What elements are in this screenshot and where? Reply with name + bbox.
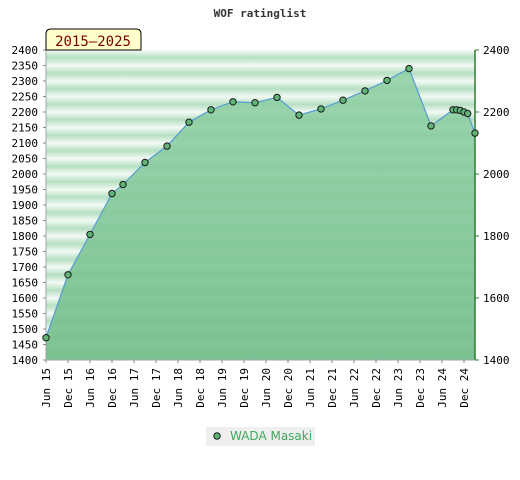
left-tick-label: 2250 — [12, 91, 39, 104]
left-tick-label: 1750 — [12, 246, 39, 259]
left-tick-label: 1950 — [12, 184, 39, 197]
x-tick-label: Dec 19 — [238, 368, 251, 408]
legend[interactable]: WADA Masaki — [206, 427, 315, 446]
left-tick-label: 2400 — [12, 44, 39, 57]
x-tick-label: Dec 24 — [458, 368, 471, 408]
data-point[interactable] — [295, 111, 303, 119]
series-area — [46, 68, 475, 360]
x-axis-ticks: Jun 15 Dec 15 Jun 16 Dec 16 Jun 17 Dec 17 Jun … — [40, 360, 471, 408]
chart-title: WOF ratinglist — [214, 7, 307, 20]
x-tick-label: Dec 22 — [370, 368, 383, 408]
right-axis-ticks: 2400 2200 2000 1800 1600 1400 — [475, 44, 510, 367]
left-tick-label: 1850 — [12, 215, 39, 228]
data-point[interactable] — [207, 106, 215, 114]
left-axis-ticks: 2400 2350 2300 2250 2200 2150 2100 2050 2000 1950… — [12, 44, 46, 367]
left-tick-label: 1450 — [12, 339, 39, 352]
x-tick-label: Dec 18 — [194, 368, 207, 408]
x-tick-label: Jun 21 — [304, 368, 317, 408]
data-point[interactable] — [383, 76, 391, 85]
right-tick-label: 2200 — [483, 106, 510, 119]
x-tick-label: Jun 24 — [436, 368, 449, 408]
x-tick-label: Dec 16 — [106, 368, 119, 408]
x-tick-label: Dec 15 — [62, 368, 75, 408]
data-point[interactable] — [185, 118, 193, 126]
left-tick-label: 1400 — [12, 354, 39, 367]
left-tick-label: 2300 — [12, 75, 39, 88]
left-tick-label: 2200 — [12, 106, 39, 119]
x-tick-label: Jun 16 — [84, 368, 97, 408]
left-tick-label: 1900 — [12, 199, 39, 212]
grid-band — [46, 65, 475, 81]
data-point[interactable] — [64, 271, 72, 279]
data-point[interactable] — [339, 96, 347, 104]
legend-label: WADA Masaki — [230, 429, 312, 443]
left-tick-label: 1500 — [12, 323, 39, 336]
left-tick-label: 1700 — [12, 261, 39, 274]
data-point[interactable] — [119, 180, 127, 189]
left-tick-label: 2000 — [12, 168, 39, 181]
x-tick-label: Dec 17 — [150, 368, 163, 408]
left-tick-label: 2350 — [12, 60, 39, 73]
x-tick-label: Dec 20 — [282, 368, 295, 408]
x-tick-label: Jun 22 — [348, 368, 361, 408]
left-tick-label: 2050 — [12, 153, 39, 166]
series-markers — [42, 64, 479, 342]
left-tick-label: 2150 — [12, 122, 39, 135]
data-point[interactable] — [464, 109, 472, 118]
right-tick-label: 1400 — [483, 354, 510, 367]
data-point[interactable] — [405, 64, 413, 73]
left-tick-label: 1800 — [12, 230, 39, 243]
left-tick-label: 2100 — [12, 137, 39, 150]
left-tick-label: 1650 — [12, 277, 39, 290]
data-point[interactable] — [361, 87, 369, 95]
x-tick-label: Jun 17 — [128, 368, 141, 408]
data-point[interactable] — [42, 334, 50, 342]
data-point[interactable] — [163, 142, 171, 150]
right-tick-label: 1600 — [483, 292, 510, 305]
data-point[interactable] — [317, 105, 325, 113]
right-tick-label: 1800 — [483, 230, 510, 243]
data-point[interactable] — [141, 158, 149, 167]
data-point[interactable] — [427, 122, 435, 130]
legend-marker — [213, 432, 221, 440]
period-badge-text: 2015–2025 — [55, 34, 131, 50]
left-tick-label: 1600 — [12, 292, 39, 305]
x-tick-label: Jun 19 — [216, 368, 229, 408]
data-point[interactable] — [251, 99, 259, 107]
x-tick-label: Dec 23 — [414, 368, 427, 408]
data-point[interactable] — [108, 189, 116, 198]
data-point[interactable] — [229, 98, 237, 106]
left-tick-label: 1550 — [12, 308, 39, 321]
data-point[interactable] — [273, 93, 281, 102]
right-tick-label: 2000 — [483, 168, 510, 181]
x-tick-label: Jun 20 — [260, 368, 273, 408]
grid-band — [46, 50, 475, 66]
data-point[interactable] — [471, 129, 479, 137]
x-tick-label: Jun 18 — [172, 368, 185, 408]
x-tick-label: Dec 21 — [326, 368, 339, 408]
period-badge: 2015–2025 — [45, 28, 142, 51]
right-tick-label: 2400 — [483, 44, 510, 57]
data-point[interactable] — [86, 230, 94, 239]
x-tick-label: Jun 15 — [40, 368, 53, 408]
x-tick-label: Jun 23 — [392, 368, 405, 408]
